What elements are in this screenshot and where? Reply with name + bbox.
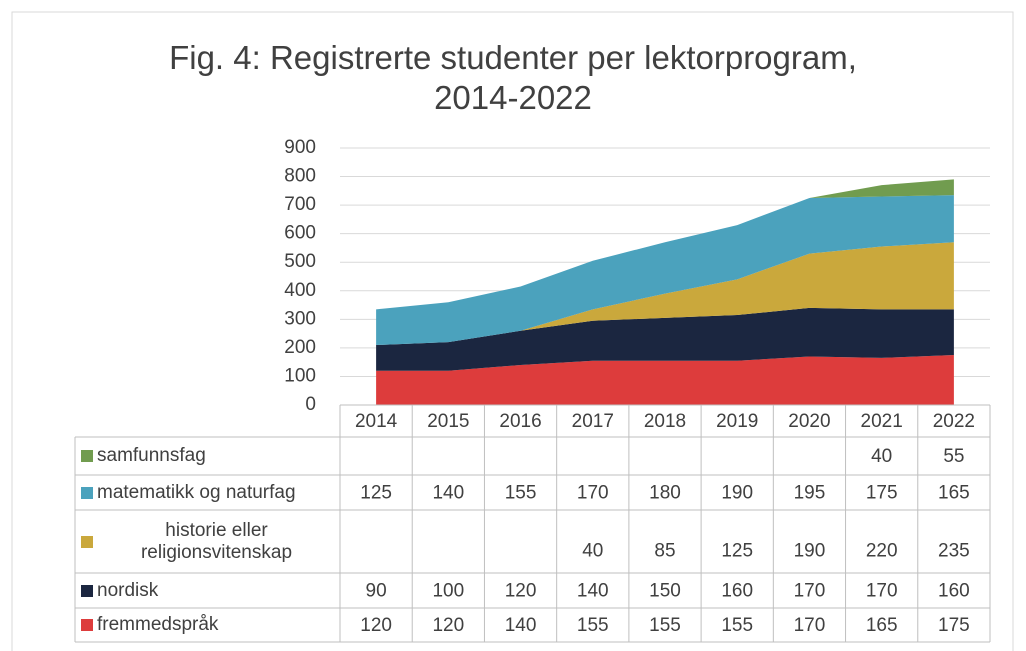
x-tick-label: 2019 [716, 411, 758, 432]
y-tick-label: 800 [284, 166, 316, 187]
table-value: 170 [794, 581, 826, 602]
legend-entry: samfunnsfag [81, 437, 336, 475]
table-value: 165 [938, 483, 970, 504]
legend-swatch [81, 619, 93, 631]
table-value: 140 [577, 581, 609, 602]
y-tick-label: 700 [284, 194, 316, 215]
area [376, 195, 954, 346]
y-tick-label: 0 [305, 394, 316, 415]
legend-swatch [81, 486, 93, 499]
legend-label: matematikk og naturfag [97, 481, 296, 503]
table-value: 40 [871, 446, 892, 467]
x-tick-label: 2018 [644, 411, 686, 432]
table-value: 220 [866, 541, 898, 562]
x-tick-label: 2021 [861, 411, 903, 432]
table-value: 140 [432, 483, 464, 504]
legend-entry: fremmedspråk [81, 608, 336, 642]
y-tick-label: 900 [284, 137, 316, 158]
area [376, 179, 954, 310]
legend-swatch [81, 450, 93, 462]
table-value: 175 [866, 483, 898, 504]
table-value: 120 [505, 581, 537, 602]
legend-entry: historie eller religionsvitenskap [81, 510, 336, 573]
x-tick-label: 2015 [427, 411, 469, 432]
x-tick-label: 2020 [788, 411, 830, 432]
y-tick-label: 500 [284, 251, 316, 272]
y-tick-label: 100 [284, 365, 316, 386]
y-tick-label: 300 [284, 308, 316, 329]
table-value: 125 [360, 483, 392, 504]
table-value: 155 [577, 615, 609, 636]
legend-label: historie eller religionsvitenskap [140, 519, 293, 563]
table-value: 170 [866, 581, 898, 602]
x-tick-label: 2014 [355, 411, 398, 432]
legend-label: fremmedspråk [97, 614, 219, 635]
table-value: 100 [432, 581, 464, 602]
table-value: 120 [360, 615, 392, 636]
table-value: 55 [943, 446, 964, 467]
table-value: 170 [794, 615, 826, 636]
table-value: 90 [366, 581, 387, 602]
table-value: 155 [721, 615, 753, 636]
x-tick-label: 2022 [933, 411, 975, 432]
table-value: 160 [721, 581, 753, 602]
legend-swatch [81, 535, 93, 548]
chart-title: Fig. 4: Registrerte studenter per lektor… [169, 39, 857, 116]
area [376, 355, 954, 405]
area [376, 307, 954, 371]
legend-entry: nordisk [81, 573, 336, 608]
table-value: 170 [577, 483, 609, 504]
table-value: 195 [794, 483, 826, 504]
y-tick-label: 200 [284, 337, 316, 358]
x-tick-label: 2017 [572, 411, 614, 432]
table-value: 85 [654, 541, 675, 562]
x-tick-label: 2016 [499, 411, 541, 432]
legend-label: samfunnsfag [97, 445, 206, 466]
table-value: 190 [721, 483, 753, 504]
table-value: 155 [505, 483, 537, 504]
y-tick-label: 400 [284, 280, 316, 301]
table-value: 150 [649, 581, 681, 602]
table-value: 125 [721, 541, 753, 562]
table-value: 155 [649, 615, 681, 636]
table-value: 140 [505, 615, 537, 636]
table-value: 190 [794, 541, 826, 562]
y-tick-label: 600 [284, 223, 316, 244]
legend-label: nordisk [97, 579, 159, 601]
table-value: 160 [938, 581, 970, 602]
chart-border [11, 11, 1014, 651]
table-value: 180 [649, 483, 681, 504]
table-value: 40 [582, 541, 603, 562]
table-value: 165 [866, 615, 898, 636]
table-value: 175 [938, 615, 970, 636]
legend-entry: matematikk og naturfag [81, 475, 336, 510]
legend-swatch [81, 584, 93, 597]
table-value: 120 [432, 615, 464, 636]
table-value: 235 [938, 541, 970, 562]
